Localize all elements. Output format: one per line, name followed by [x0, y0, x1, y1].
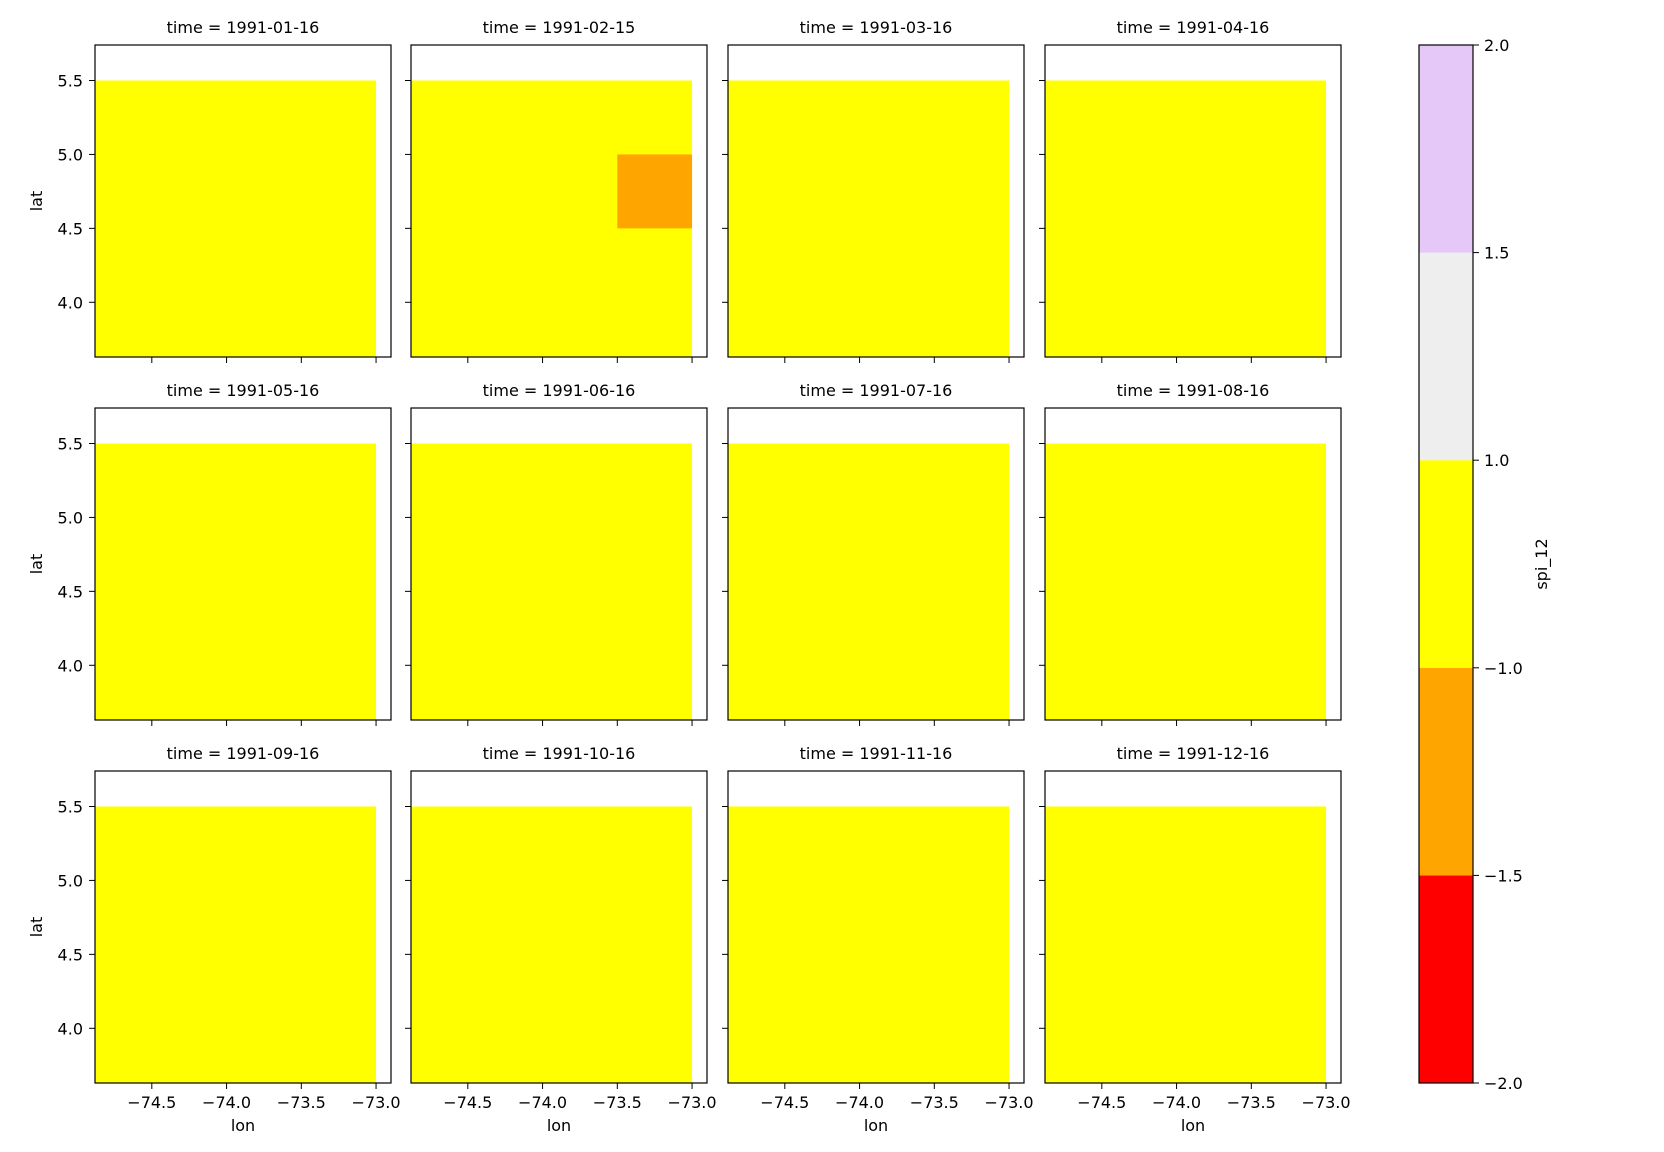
panel: time = 1991-09-16 −74.5 −74.0 −73.5 −73.0 4.0…	[27, 744, 401, 1135]
panel-title: time = 1991-02-15	[483, 18, 636, 37]
colorbar: −2.0 −1.5 −1.0 1.0 1.5 2.0 spi_12	[1418, 36, 1552, 1093]
y-tick-label: 5.0	[58, 871, 83, 890]
panel-frame	[410, 407, 708, 721]
heatmap-cell	[617, 154, 693, 229]
heatmap-field	[728, 806, 1010, 1083]
y-tick-label: 4.0	[58, 656, 83, 675]
x-tick-label: −74.0	[1152, 1093, 1201, 1112]
heatmap-field	[1045, 443, 1327, 720]
panel-frame	[94, 44, 392, 358]
heatmap-field	[95, 443, 377, 720]
colorbar-tick-label: 1.0	[1484, 451, 1509, 470]
colorbar-frame	[1418, 44, 1474, 1084]
y-tick-label: 4.5	[58, 582, 83, 601]
colorbar-segment	[1419, 667, 1473, 876]
panel-title: time = 1991-05-16	[167, 381, 320, 400]
x-tick-label: −73.0	[985, 1093, 1034, 1112]
x-axis-label: lon	[231, 1116, 255, 1135]
x-tick-label: −74.5	[1077, 1093, 1126, 1112]
panel-title: time = 1991-07-16	[800, 381, 953, 400]
x-tick-label: −74.0	[202, 1093, 251, 1112]
x-tick-label: −74.5	[760, 1093, 809, 1112]
y-axis-label: lat	[27, 554, 46, 575]
x-tick-label: −73.5	[910, 1093, 959, 1112]
colorbar-segment	[1419, 460, 1473, 668]
x-axis-label: lon	[547, 1116, 571, 1135]
colorbar-segment	[1419, 45, 1473, 253]
panel-title: time = 1991-06-16	[483, 381, 636, 400]
panel-frame	[1044, 770, 1342, 1084]
y-tick-label: 4.0	[58, 1019, 83, 1038]
colorbar-tick-label: 2.0	[1484, 36, 1509, 55]
x-axis-label: lon	[1181, 1116, 1205, 1135]
panel: time = 1991-05-16 4.0 4.5 5.0 5.5 lat	[27, 381, 392, 726]
heatmap-field	[411, 443, 693, 720]
y-axis-label: lat	[27, 917, 46, 938]
x-tick-label: −73.5	[277, 1093, 326, 1112]
y-axis-label: lat	[27, 191, 46, 212]
panel-title: time = 1991-01-16	[167, 18, 320, 37]
x-tick-label: −74.5	[443, 1093, 492, 1112]
y-tick-label: 5.0	[58, 508, 83, 527]
panel: time = 1991-10-16 −74.5 −74.0 −73.5 −73.0 lon	[405, 744, 717, 1135]
x-tick-label: −73.0	[1302, 1093, 1351, 1112]
colorbar-segment	[1419, 252, 1473, 461]
panel-frame	[410, 44, 708, 358]
panel-frame	[94, 770, 392, 1084]
panel-frame	[1044, 44, 1342, 358]
x-tick-label: −74.0	[835, 1093, 884, 1112]
panel: time = 1991-04-16	[1039, 18, 1342, 363]
panel: time = 1991-06-16	[405, 381, 708, 726]
heatmap-field	[411, 806, 693, 1083]
panel: time = 1991-07-16	[722, 381, 1025, 726]
panel-title: time = 1991-10-16	[483, 744, 636, 763]
panel: time = 1991-08-16	[1039, 381, 1342, 726]
y-tick-label: 4.0	[58, 293, 83, 312]
panel-title: time = 1991-11-16	[800, 744, 953, 763]
y-tick-label: 5.5	[58, 797, 83, 816]
panel-frame	[727, 770, 1025, 1084]
panel: time = 1991-11-16 −74.5 −74.0 −73.5 −73.0 lon	[722, 744, 1034, 1135]
colorbar-label: spi_12	[1532, 538, 1552, 589]
panel: time = 1991-01-16 4.0 4.5 5.0 5.5 lat	[27, 18, 392, 363]
y-tick-label: 5.5	[58, 434, 83, 453]
heatmap-field	[95, 80, 377, 357]
heatmap-field	[728, 80, 1010, 357]
heatmap-field	[1045, 806, 1327, 1083]
x-axis-label: lon	[864, 1116, 888, 1135]
panel: time = 1991-12-16 −74.5 −74.0 −73.5 −73.0 lon	[1039, 744, 1351, 1135]
panel: time = 1991-02-15	[405, 18, 708, 363]
panel-title: time = 1991-12-16	[1117, 744, 1270, 763]
panel-frame	[94, 407, 392, 721]
colorbar-segment	[1419, 875, 1473, 1083]
panel-title: time = 1991-04-16	[1117, 18, 1270, 37]
x-tick-label: −73.0	[668, 1093, 717, 1112]
heatmap-field	[1045, 80, 1327, 357]
heatmap-field	[728, 443, 1010, 720]
x-tick-label: −73.0	[352, 1093, 401, 1112]
panel-title: time = 1991-03-16	[800, 18, 953, 37]
y-tick-label: 4.5	[58, 945, 83, 964]
colorbar-tick-label: 1.5	[1484, 244, 1509, 263]
y-tick-label: 5.5	[58, 71, 83, 90]
y-tick-label: 5.0	[58, 145, 83, 164]
y-tick-label: 4.5	[58, 219, 83, 238]
x-tick-label: −73.5	[1227, 1093, 1276, 1112]
x-tick-label: −73.5	[593, 1093, 642, 1112]
panel-title: time = 1991-08-16	[1117, 381, 1270, 400]
x-tick-label: −74.0	[518, 1093, 567, 1112]
panel-title: time = 1991-09-16	[167, 744, 320, 763]
heatmap-field	[95, 806, 377, 1083]
panel: time = 1991-03-16	[722, 18, 1025, 363]
colorbar-tick-label: −2.0	[1484, 1074, 1523, 1093]
panel-frame	[727, 44, 1025, 358]
panel-frame	[410, 770, 708, 1084]
x-tick-label: −74.5	[127, 1093, 176, 1112]
panel-frame	[727, 407, 1025, 721]
colorbar-tick-label: −1.5	[1484, 866, 1523, 885]
panel-frame	[1044, 407, 1342, 721]
colorbar-tick-label: −1.0	[1484, 659, 1523, 678]
